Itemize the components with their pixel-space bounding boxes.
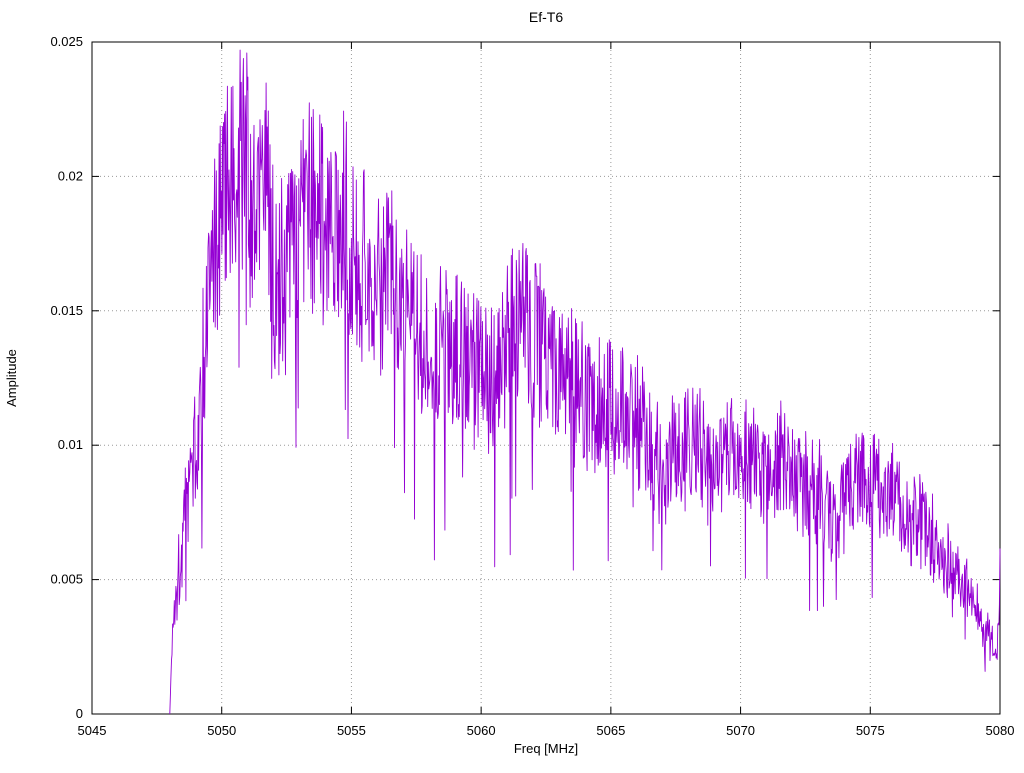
y-axis-label: Amplitude xyxy=(4,349,19,407)
y-tick-label: 0.01 xyxy=(58,437,83,452)
chart-title: Ef-T6 xyxy=(529,9,563,25)
x-tick-label: 5070 xyxy=(726,723,755,738)
x-tick-label: 5060 xyxy=(467,723,496,738)
x-axis-label: Freq [MHz] xyxy=(514,741,578,756)
y-tick-label: 0.02 xyxy=(58,168,83,183)
x-tick-label: 5065 xyxy=(596,723,625,738)
y-tick-label: 0.015 xyxy=(50,303,83,318)
x-tick-label: 5050 xyxy=(207,723,236,738)
series-line xyxy=(169,49,1001,715)
y-tick-label: 0.005 xyxy=(50,572,83,587)
y-tick-label: 0 xyxy=(76,706,83,721)
x-tick-label: 5055 xyxy=(337,723,366,738)
plot-border xyxy=(91,41,1001,715)
x-tick-label: 5045 xyxy=(78,723,107,738)
x-tick-label: 5075 xyxy=(856,723,885,738)
x-tick-label: 5080 xyxy=(986,723,1015,738)
y-tick-label: 0.025 xyxy=(50,34,83,49)
